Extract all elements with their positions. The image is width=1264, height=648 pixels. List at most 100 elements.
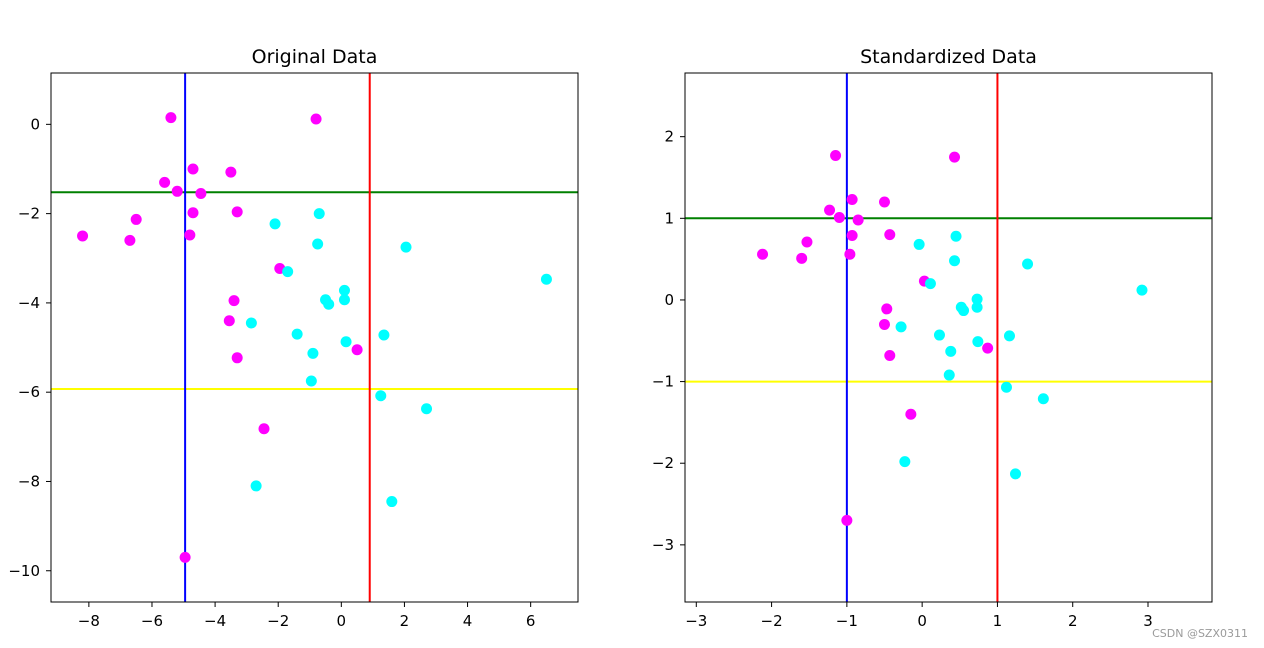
watermark: CSDN @SZX0311 bbox=[1152, 627, 1248, 640]
data-point-magenta bbox=[879, 196, 891, 208]
data-point-cyan bbox=[1003, 330, 1015, 342]
data-point-magenta bbox=[982, 342, 994, 354]
data-point-cyan bbox=[400, 241, 412, 253]
x-tick-label: 1 bbox=[993, 612, 1003, 630]
x-tick-label: 4 bbox=[463, 612, 473, 630]
data-point-magenta bbox=[884, 349, 896, 361]
data-point-cyan bbox=[386, 496, 398, 508]
data-point-magenta bbox=[179, 551, 191, 563]
data-point-magenta bbox=[881, 303, 893, 315]
data-point-cyan bbox=[972, 336, 984, 348]
x-tick-label: −2 bbox=[761, 612, 783, 630]
data-point-magenta bbox=[796, 252, 808, 264]
data-point-magenta bbox=[830, 149, 842, 161]
data-point-magenta bbox=[223, 315, 235, 327]
data-point-magenta bbox=[841, 514, 853, 526]
data-point-cyan bbox=[313, 208, 325, 220]
data-point-cyan bbox=[950, 230, 962, 242]
y-tick-label: −10 bbox=[8, 562, 40, 580]
plot-standardized-data: Standardized Data −3 −2 −1 0 1 2 3 2 1 0 −1 −2 −3 bbox=[652, 46, 1213, 630]
data-point-magenta bbox=[77, 230, 89, 242]
data-point-magenta bbox=[844, 248, 856, 260]
data-point-magenta bbox=[165, 112, 177, 124]
data-point-cyan bbox=[924, 278, 936, 290]
x-tick-label: 0 bbox=[917, 612, 927, 630]
y-tick-label: 2 bbox=[664, 128, 674, 146]
data-point-cyan bbox=[375, 390, 387, 402]
y-tick-label: −4 bbox=[18, 294, 40, 312]
data-point-cyan bbox=[899, 456, 911, 468]
data-point-cyan bbox=[378, 329, 390, 341]
y-tick-label: −2 bbox=[18, 205, 40, 223]
data-point-cyan bbox=[282, 266, 294, 278]
x-tick-label: −6 bbox=[141, 612, 163, 630]
data-point-magenta bbox=[846, 194, 858, 206]
data-point-magenta bbox=[231, 352, 243, 364]
data-point-cyan bbox=[971, 301, 983, 313]
data-point-magenta bbox=[879, 318, 891, 330]
x-tick-label: 6 bbox=[526, 612, 536, 630]
data-point-cyan bbox=[250, 480, 262, 492]
y-tick-label: 0 bbox=[664, 291, 674, 309]
data-point-cyan bbox=[305, 375, 317, 387]
data-point-magenta bbox=[949, 151, 961, 163]
data-point-magenta bbox=[228, 295, 240, 307]
plot-title: Original Data bbox=[252, 46, 378, 68]
data-point-cyan bbox=[323, 298, 335, 310]
data-point-cyan bbox=[945, 345, 957, 357]
x-tick-label: −8 bbox=[78, 612, 100, 630]
data-point-magenta bbox=[159, 176, 171, 188]
x-tick-label: 2 bbox=[400, 612, 410, 630]
data-point-magenta bbox=[824, 204, 836, 216]
data-point-magenta bbox=[187, 163, 199, 175]
y-tick-label: −3 bbox=[652, 536, 674, 554]
data-point-magenta bbox=[310, 113, 322, 125]
data-point-cyan bbox=[338, 294, 350, 306]
data-point-cyan bbox=[340, 336, 352, 348]
data-point-magenta bbox=[187, 207, 199, 219]
x-tick-label: 2 bbox=[1068, 612, 1078, 630]
data-point-cyan bbox=[1022, 258, 1034, 270]
x-tick-label: −1 bbox=[836, 612, 858, 630]
plot-title: Standardized Data bbox=[860, 46, 1037, 68]
data-point-cyan bbox=[269, 218, 281, 230]
data-point-magenta bbox=[801, 236, 813, 248]
data-point-cyan bbox=[913, 238, 925, 250]
x-tick-label: −2 bbox=[267, 612, 289, 630]
data-point-cyan bbox=[245, 317, 257, 329]
y-tick-label: −1 bbox=[652, 373, 674, 391]
data-point-cyan bbox=[895, 321, 907, 333]
data-point-magenta bbox=[195, 188, 207, 200]
data-point-cyan bbox=[540, 273, 552, 285]
x-tick-label: −4 bbox=[204, 612, 226, 630]
data-point-cyan bbox=[291, 328, 303, 340]
data-point-cyan bbox=[943, 369, 955, 381]
data-point-magenta bbox=[130, 213, 142, 225]
data-point-cyan bbox=[949, 255, 961, 267]
data-point-cyan bbox=[307, 347, 319, 359]
data-point-cyan bbox=[338, 284, 350, 296]
y-tick-label: −6 bbox=[18, 383, 40, 401]
x-tick-label: −3 bbox=[685, 612, 707, 630]
data-point-magenta bbox=[846, 229, 858, 241]
y-tick-label: −8 bbox=[18, 472, 40, 490]
data-point-magenta bbox=[225, 166, 237, 178]
data-point-cyan bbox=[1136, 284, 1148, 296]
data-point-magenta bbox=[757, 248, 769, 260]
data-point-cyan bbox=[958, 305, 970, 317]
data-point-magenta bbox=[171, 185, 183, 197]
data-point-magenta bbox=[351, 344, 363, 356]
y-tick-label: 1 bbox=[664, 209, 674, 227]
data-point-magenta bbox=[852, 214, 864, 226]
data-point-magenta bbox=[124, 234, 136, 246]
data-point-magenta bbox=[884, 229, 896, 241]
x-tick-label: 0 bbox=[337, 612, 347, 630]
data-point-magenta bbox=[833, 211, 845, 223]
x-tick-label: 3 bbox=[1143, 612, 1153, 630]
plot-original-data: Original Data −8 −6 −4 −2 0 2 4 6 0 −2 −4 −6 −8 −10 bbox=[8, 46, 579, 630]
axes-frame bbox=[50, 72, 579, 603]
y-tick-label: −2 bbox=[652, 454, 674, 472]
data-point-cyan bbox=[933, 329, 945, 341]
y-tick-label: 0 bbox=[30, 115, 40, 133]
data-point-cyan bbox=[421, 403, 433, 415]
